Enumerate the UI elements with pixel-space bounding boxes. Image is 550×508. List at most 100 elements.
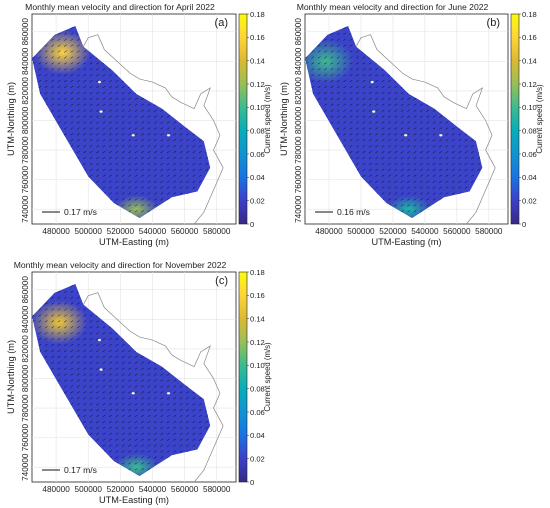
colorbar-tick-label: 0 [250, 478, 254, 487]
island [97, 338, 102, 342]
reference-arrow-label: 0.17 m/s [64, 465, 97, 475]
y-axis-label: UTM-Northing (m) [6, 340, 16, 414]
x-tick-label: 580000 [475, 227, 503, 236]
x-tick-label: 560000 [171, 227, 199, 236]
y-axis-label: UTM-Northing (m) [279, 82, 289, 156]
colorbar-tick-label: 0.12 [250, 80, 265, 89]
y-tick-label: 780000 [21, 394, 30, 422]
chart-title: Monthly mean velocity and direction for … [25, 2, 215, 12]
colorbar-tick-label: 0.18 [250, 268, 265, 277]
colorbar-tick-label: 0.16 [250, 291, 265, 300]
colorbar-tick-label: 0.12 [522, 80, 537, 89]
y-tick-label: 860000 [21, 276, 30, 304]
colorbar-scale [238, 271, 248, 483]
chart-title: Monthly mean velocity and direction for … [297, 2, 489, 12]
x-tick-label: 480000 [42, 485, 70, 494]
colorbar-tick-label: 0.06 [522, 150, 537, 159]
colorbar-tick-label: 0.04 [250, 173, 265, 182]
colorbar-tick-label: 0.06 [250, 408, 265, 417]
x-axis-label: UTM-Easting (m) [99, 237, 169, 247]
y-tick-label: 800000 [294, 106, 303, 134]
island [371, 110, 376, 114]
chart-title: Monthly mean velocity and direction for … [14, 260, 227, 270]
x-tick-label: 580000 [203, 227, 231, 236]
island [403, 133, 408, 137]
x-tick-label: 520000 [107, 485, 135, 494]
x-tick-label: 480000 [315, 227, 343, 236]
colorbar-tick-label: 0.10 [522, 103, 537, 112]
colorbar-tick-label: 0.16 [522, 33, 537, 42]
colorbar-tick-label: 0.16 [250, 33, 265, 42]
colorbar-tick-label: 0.08 [250, 126, 265, 135]
x-tick-label: 500000 [75, 227, 103, 236]
y-tick-label: 760000 [21, 424, 30, 452]
y-tick-label: 840000 [21, 47, 30, 75]
x-tick-label: 520000 [379, 227, 407, 236]
reference-arrow-label: 0.16 m/s [337, 207, 370, 217]
y-tick-label: 780000 [294, 136, 303, 164]
panel-label: (b) [487, 17, 500, 29]
x-tick-label: 500000 [347, 227, 375, 236]
island [439, 133, 443, 137]
island [370, 80, 374, 84]
island [166, 133, 171, 137]
colorbar-tick-label: 0.14 [250, 314, 265, 323]
colorbar-tick-label: 0.14 [522, 56, 537, 65]
colorbar: 0 0.02 0.04 0.06 0.08 0.10 0.12 0.14 0.16 0.18 Cur… [238, 10, 272, 229]
island [99, 368, 103, 372]
y-tick-label: 820000 [21, 335, 30, 363]
chart-panel-1: 480000 500000 520000 540000 560000 580000 7400… [6, 2, 272, 247]
colorbar-tick-label: 0.02 [522, 196, 537, 205]
hotspot-north [32, 300, 88, 345]
y-tick-label: 760000 [21, 166, 30, 194]
colorbar-tick-label: 0.18 [522, 10, 537, 19]
colorbar-tick-label: 0 [522, 220, 526, 229]
colorbar-tick-label: 0.06 [250, 150, 265, 159]
colorbar-tick-label: 0.10 [250, 361, 265, 370]
coastline [83, 34, 224, 225]
island [99, 110, 103, 114]
y-tick-label: 740000 [21, 453, 30, 481]
y-tick-label: 840000 [294, 47, 303, 75]
x-tick-label: 540000 [139, 485, 167, 494]
colorbar-tick-label: 0.12 [250, 338, 265, 347]
x-tick-label: 540000 [139, 227, 167, 236]
y-tick-label: 840000 [21, 305, 30, 333]
panel-label: (c) [215, 275, 228, 287]
x-tick-label: 500000 [75, 485, 103, 494]
colorbar-tick-label: 0.14 [250, 56, 265, 65]
x-tick-label: 560000 [171, 485, 199, 494]
colorbar: 0 0.02 0.04 0.06 0.08 0.10 0.12 0.14 0.16 0.18 Cur… [510, 10, 544, 229]
island [131, 133, 135, 137]
y-tick-label: 800000 [21, 364, 30, 392]
coastline [355, 34, 496, 225]
chart-panel-3: 480000 500000 520000 540000 560000 580000 7400… [6, 260, 272, 505]
domain-fill [305, 25, 483, 219]
y-axis-label: UTM-Northing (m) [6, 82, 16, 156]
y-tick-label: 820000 [294, 77, 303, 105]
x-tick-label: 580000 [203, 485, 231, 494]
colorbar-tick-label: 0.04 [250, 431, 265, 440]
colorbar-scale [510, 13, 520, 225]
coastline [83, 292, 224, 483]
x-tick-label: 560000 [443, 227, 471, 236]
chart-panel-2: 480000 500000 520000 540000 560000 580000 7400… [279, 2, 544, 247]
domain-fill [32, 25, 211, 219]
colorbar-scale [238, 13, 248, 225]
colorbar-tick-label: 0.04 [522, 173, 537, 182]
colorbar-label: Current speed (m/s) [263, 84, 272, 154]
y-tick-label: 820000 [21, 77, 30, 105]
island [97, 80, 102, 84]
colorbar-tick-label: 0 [250, 220, 254, 229]
reference-arrow-label: 0.17 m/s [64, 207, 97, 217]
colorbar-tick-label: 0.10 [250, 103, 265, 112]
x-tick-label: 480000 [42, 227, 70, 236]
y-tick-label: 740000 [21, 195, 30, 223]
colorbar-tick-label: 0.02 [250, 196, 265, 205]
y-tick-label: 800000 [21, 106, 30, 134]
x-axis-label: UTM-Easting (m) [99, 495, 169, 505]
y-tick-label: 760000 [294, 166, 303, 194]
colorbar-tick-label: 0.08 [522, 126, 537, 135]
island [166, 391, 171, 395]
